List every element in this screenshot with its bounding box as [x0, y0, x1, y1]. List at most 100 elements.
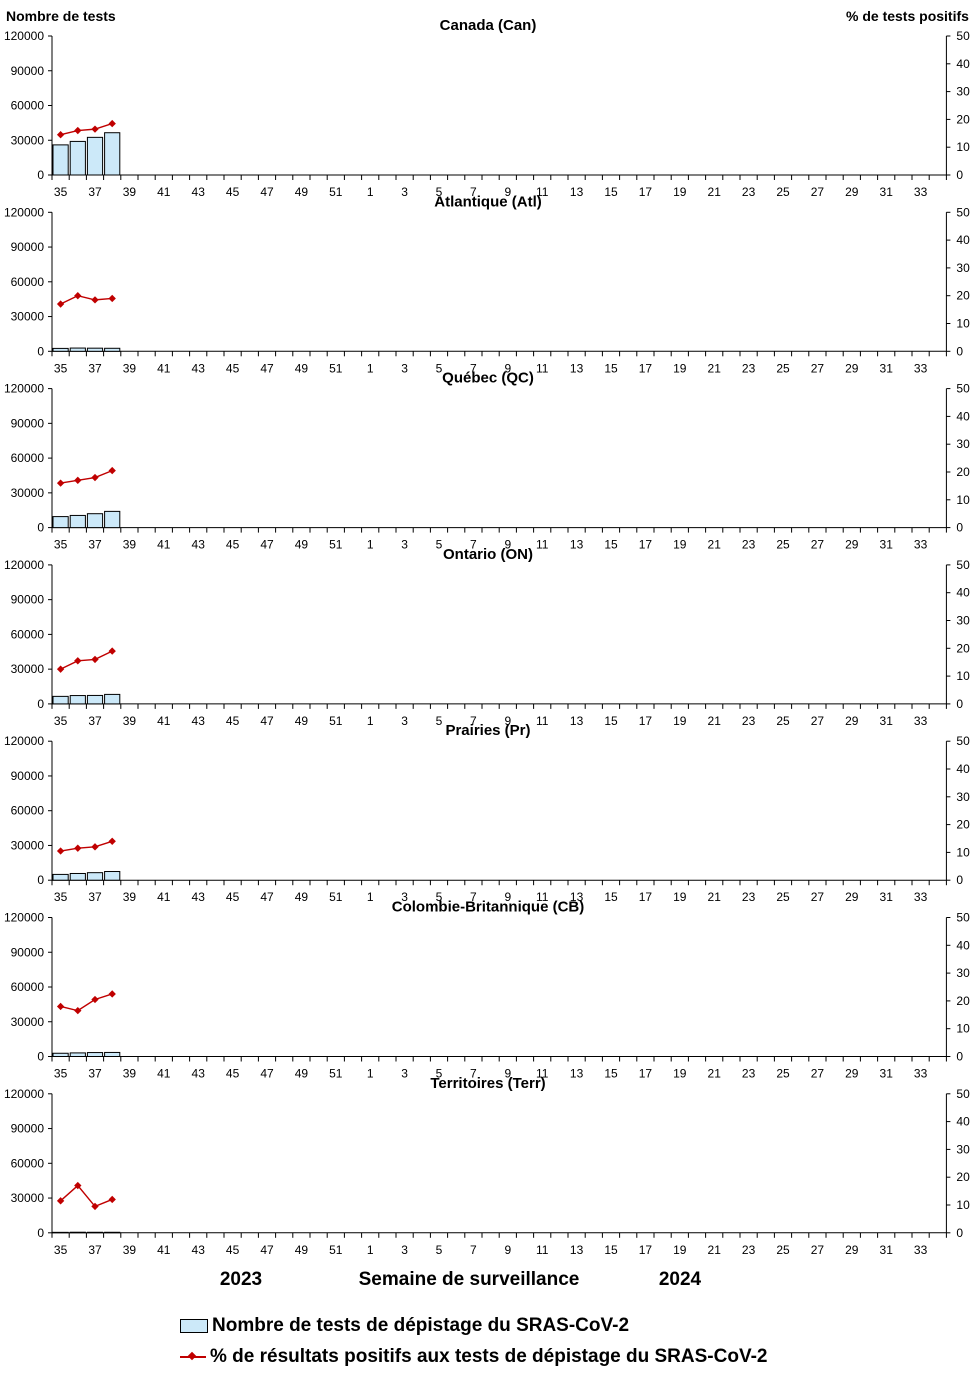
- right-tick-label: 10: [956, 493, 970, 507]
- panel-7: Territoires (Terr) 0 30000 60000 90000 120000…: [4, 1075, 970, 1257]
- left-tick-label: 0: [37, 521, 44, 535]
- bar-swatch-icon: [180, 1319, 208, 1333]
- x-tick-label: 9: [504, 538, 511, 552]
- x-tick-label: 19: [673, 1067, 687, 1081]
- x-tick-label: 29: [845, 1067, 859, 1081]
- x-tick-label: 11: [536, 714, 549, 728]
- x-tick-label: 17: [639, 714, 653, 728]
- x-tick-label: 33: [914, 185, 928, 199]
- x-tick-label: 11: [536, 538, 549, 552]
- x-tick-label: 35: [54, 890, 68, 904]
- x-tick-label: 31: [880, 1243, 894, 1257]
- percent-positive-point: [56, 847, 65, 855]
- x-tick-label: 21: [708, 1067, 722, 1081]
- x-tick-label: 25: [776, 714, 790, 728]
- right-tick-label: 20: [956, 818, 970, 832]
- x-tick-label: 41: [157, 1067, 171, 1081]
- x-tick-label: 39: [123, 1243, 137, 1257]
- x-tick-label: 43: [192, 185, 206, 199]
- x-tick-label: 9: [504, 1243, 511, 1257]
- percent-positive-point: [91, 296, 99, 304]
- x-tick-label: 35: [54, 1243, 68, 1257]
- left-tick-label: 0: [37, 697, 44, 711]
- tests-bar: [104, 1231, 121, 1234]
- tests-bar: [69, 347, 86, 352]
- chart-panels: Canada (Can)0300006000090000120000010203…: [4, 17, 970, 1257]
- x-tick-label: 41: [157, 185, 171, 199]
- x-tick-label: 23: [742, 1067, 756, 1081]
- left-tick-label: 120000: [4, 1087, 44, 1101]
- x-tick-label: 47: [260, 538, 274, 552]
- right-tick-label: 0: [956, 1226, 963, 1240]
- x-tick-label: 11: [536, 890, 549, 904]
- x-tick-label: 51: [329, 890, 343, 904]
- right-tick-label: 40: [956, 409, 970, 423]
- x-tick-label: 23: [742, 714, 756, 728]
- x-tick-label: 49: [295, 890, 309, 904]
- x-tick-label: 43: [192, 890, 206, 904]
- x-tick-label: 29: [845, 890, 859, 904]
- x-tick-label: 13: [570, 538, 584, 552]
- tests-bar: [104, 1051, 121, 1057]
- left-tick-label: 60000: [11, 804, 45, 818]
- tests-bar: [104, 347, 121, 352]
- x-tick-label: 7: [470, 890, 477, 904]
- left-tick-label: 90000: [11, 769, 45, 783]
- right-tick-label: 50: [956, 734, 970, 748]
- x-tick-label: 7: [470, 1067, 477, 1081]
- x-tick-label: 13: [570, 185, 584, 199]
- x-tick-label: 11: [536, 185, 549, 199]
- x-tick-label: 45: [226, 361, 240, 375]
- x-tick-label: 1: [367, 538, 374, 552]
- x-tick-label: 5: [436, 538, 443, 552]
- x-tick-label: 27: [811, 890, 825, 904]
- x-tick-label: 39: [123, 185, 137, 199]
- left-tick-label: 90000: [11, 945, 45, 959]
- tests-bar: [104, 510, 121, 529]
- x-tick-label: 15: [604, 1243, 618, 1257]
- percent-positive-point: [74, 1006, 82, 1015]
- right-tick-label: 40: [956, 1115, 970, 1129]
- x-tick-label: 17: [639, 361, 653, 375]
- tests-bar: [52, 347, 69, 352]
- right-tick-label: 20: [956, 1170, 970, 1184]
- percent-positive-point: [56, 300, 65, 308]
- x-tick-label: 29: [845, 185, 859, 199]
- percent-positive-point: [108, 1195, 116, 1204]
- left-tick-label: 30000: [11, 310, 45, 324]
- x-tick-label: 1: [367, 185, 374, 199]
- line-marker-swatch-icon: [180, 1351, 206, 1363]
- x-tick-label: 13: [570, 1243, 584, 1257]
- x-tick-label: 1: [367, 1243, 374, 1257]
- right-tick-label: 50: [956, 1087, 970, 1101]
- right-tick-label: 10: [956, 845, 970, 859]
- right-tick-label: 0: [956, 521, 963, 535]
- x-tick-label: 45: [226, 1243, 240, 1257]
- x-tick-label: 21: [708, 1243, 722, 1257]
- x-tick-label: 37: [88, 1243, 102, 1257]
- x-tick-label: 43: [192, 714, 206, 728]
- left-tick-label: 30000: [11, 1191, 45, 1205]
- left-tick-label: 30000: [11, 133, 45, 147]
- tests-bar: [86, 347, 104, 352]
- x-tick-label: 5: [436, 890, 443, 904]
- x-tick-label: 13: [570, 1067, 584, 1081]
- x-tick-label: 23: [742, 361, 756, 375]
- panel-5: Prairies (Pr) 0 30000 60000 90000 120000 0 10 20…: [4, 722, 970, 904]
- x-tick-label: 25: [776, 361, 790, 375]
- x-tick-label: 35: [54, 1067, 68, 1081]
- tests-bar: [86, 136, 104, 176]
- x-tick-label: 49: [295, 714, 309, 728]
- x-tick-label: 3: [401, 361, 408, 375]
- x-tick-label: 21: [708, 538, 722, 552]
- right-tick-label: 30: [956, 437, 970, 451]
- x-tick-label: 51: [329, 1243, 343, 1257]
- right-tick-label: 50: [956, 29, 970, 43]
- percent-positive-line: [60, 1184, 113, 1208]
- x-tick-label: 31: [880, 185, 894, 199]
- tests-bar: [86, 513, 104, 529]
- x-tick-label: 41: [157, 714, 171, 728]
- x-tick-label: 5: [436, 185, 443, 199]
- x-tick-label: 23: [742, 1243, 756, 1257]
- right-tick-label: 40: [956, 938, 970, 952]
